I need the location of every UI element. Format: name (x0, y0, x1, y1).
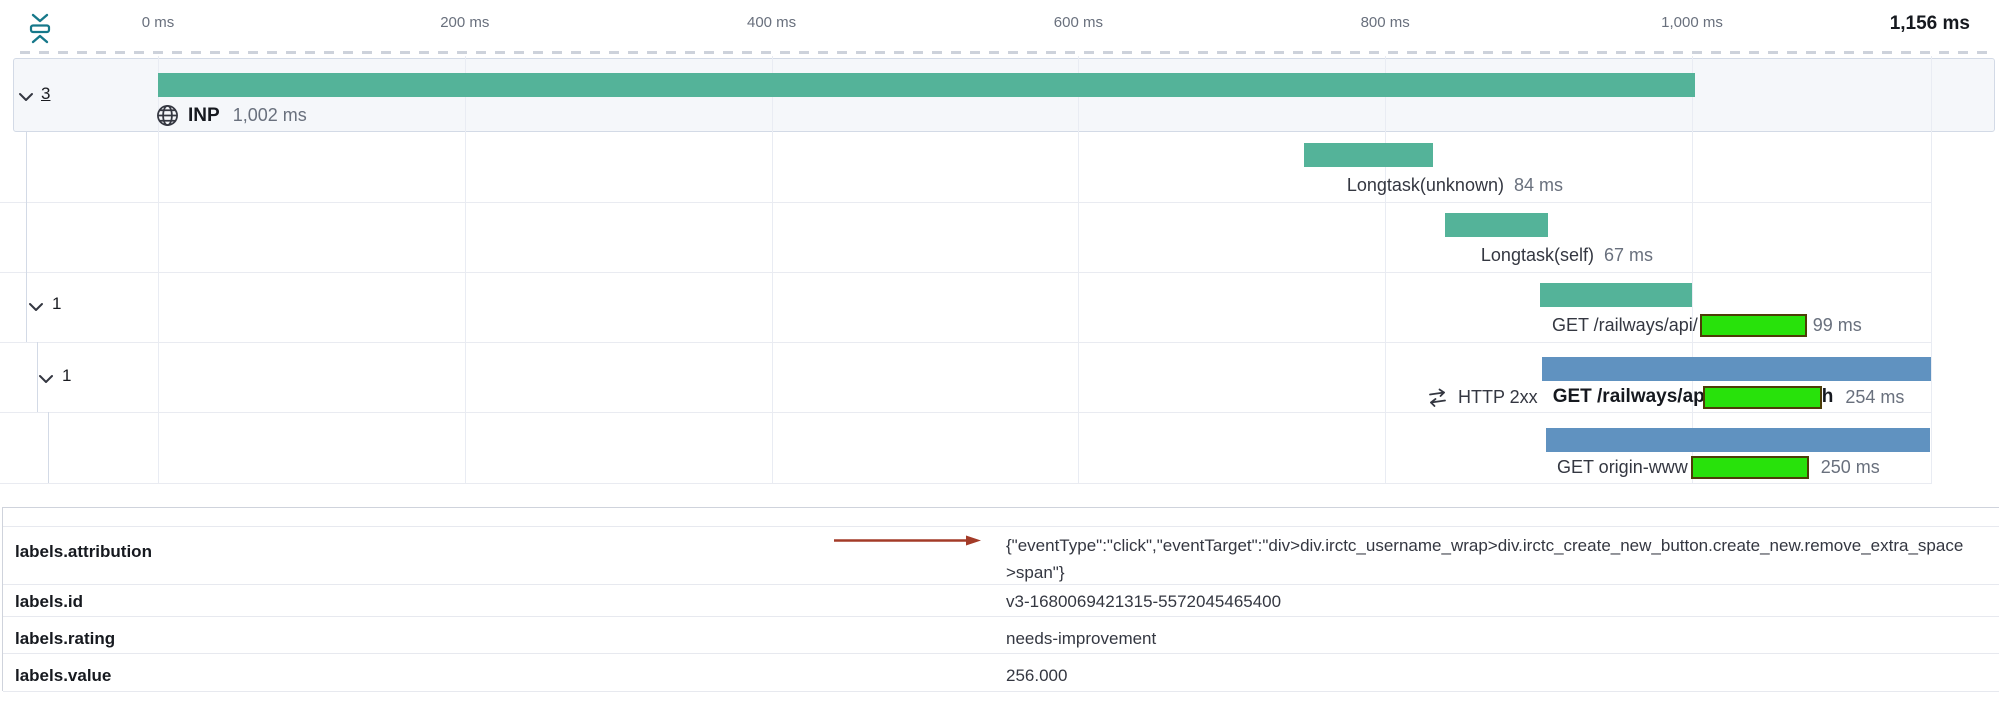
fold-timeline-button[interactable] (26, 13, 56, 47)
get-railways-api-bar[interactable] (1540, 283, 1692, 307)
redaction-box (1699, 314, 1807, 337)
table-key: labels.attribution (15, 542, 152, 561)
gridline (1078, 56, 1080, 484)
redaction-box (1690, 456, 1809, 479)
get-origin-www-bar[interactable] (1546, 428, 1930, 452)
collapse-chevron-http2xx[interactable] (38, 371, 54, 389)
span-duration: 99 ms (1812, 315, 1862, 335)
table-key: labels.id (15, 592, 84, 611)
tree-indent-line (26, 131, 27, 342)
span-name-suffix: h (1821, 386, 1834, 407)
table-header-divider (3, 526, 1999, 527)
chevron-down-icon (28, 299, 44, 316)
fold-icon (26, 13, 54, 49)
span-name: Longtask(self) (1480, 245, 1594, 265)
span-name: GET /railways/ap (1552, 386, 1705, 407)
longtask-unknown-label[interactable]: Longtask(unknown) 84 ms (1347, 173, 1563, 198)
http2xx-get-railways-label[interactable]: HTTP 2xx GET /railways/ap h 254 ms (1427, 384, 1904, 410)
ruler-tick-label: 1,000 ms (1661, 14, 1723, 31)
collapse-chevron-inp[interactable] (18, 89, 34, 107)
chevron-down-icon (18, 89, 34, 106)
collapse-chevron-railways-api[interactable] (28, 299, 44, 317)
ruler-tick-label: 400 ms (746, 14, 797, 31)
ruler-tick-label: 0 ms (141, 14, 175, 31)
railways-api-children-count[interactable]: 1 (52, 294, 62, 313)
table-key: labels.rating (15, 629, 116, 648)
span-duration: 250 ms (1820, 457, 1880, 477)
row-separator (0, 202, 1931, 203)
get-railways-api-label[interactable]: GET /railways/api/ 99 ms (1552, 313, 1862, 338)
gridline (158, 56, 159, 484)
span-duration: 1,002 ms (232, 105, 307, 125)
ruler-minor-ticks (20, 51, 1990, 54)
table-value: 256.000 (1006, 666, 1068, 685)
inp-label-row[interactable]: INP 1,002 ms (156, 102, 307, 129)
span-name: INP (188, 104, 220, 126)
gridline (1692, 56, 1693, 484)
row-divider (3, 691, 1999, 692)
gridline (771, 56, 773, 484)
span-name: GET /railways/api/ (1552, 315, 1698, 335)
http2xx-children-count[interactable]: 1 (62, 366, 72, 385)
row-separator (0, 412, 1931, 413)
row-separator (0, 483, 1931, 484)
http-status-badge: HTTP 2xx (1458, 386, 1538, 407)
tree-indent-line (48, 412, 49, 483)
inp-children-count[interactable]: 3 (41, 84, 51, 103)
ruler-tick-label: 200 ms (440, 14, 490, 31)
row-divider (3, 584, 1999, 585)
gridline (464, 56, 466, 484)
span-duration: 84 ms (1513, 175, 1563, 195)
trace-total-duration: 1,156 ms (1889, 13, 1970, 34)
row-separator (0, 272, 1931, 273)
get-origin-www-label[interactable]: GET origin-www 250 ms (1557, 455, 1880, 480)
longtask-unknown-bar[interactable] (1303, 143, 1433, 167)
table-value: v3-1680069421315-5572045465400 (1006, 592, 1282, 611)
http2xx-get-railways-bar[interactable] (1541, 357, 1932, 381)
inp-span-bar[interactable] (158, 73, 1696, 97)
row-separator (0, 342, 1931, 343)
longtask-self-bar[interactable] (1445, 213, 1548, 237)
tree-indent-line (37, 342, 38, 412)
row-divider (3, 653, 1999, 654)
span-name: GET origin-www (1557, 457, 1688, 477)
table-value: {"eventType":"click","eventTarget":"div>… (1006, 536, 1964, 582)
longtask-self-label[interactable]: Longtask(self) 67 ms (1481, 243, 1653, 268)
labels-details-table: labels.attribution {"eventType":"click",… (2, 507, 1999, 692)
table-key: labels.value (15, 666, 112, 685)
merge-icon (1427, 387, 1448, 408)
annotation-arrow (830, 532, 982, 554)
ruler-tick-label: 800 ms (1360, 14, 1410, 31)
redaction-box (1702, 385, 1822, 409)
gridline (1385, 56, 1387, 484)
ruler-tick-label: 600 ms (1053, 14, 1103, 31)
table-value: needs-improvement (1006, 629, 1157, 648)
span-name: Longtask(unknown) (1346, 175, 1504, 195)
span-duration: 254 ms (1845, 386, 1905, 407)
span-duration: 67 ms (1603, 245, 1653, 265)
gridline (1931, 56, 1933, 484)
globe-icon (156, 104, 179, 127)
row-divider (3, 616, 1999, 617)
chevron-down-icon (38, 371, 54, 388)
